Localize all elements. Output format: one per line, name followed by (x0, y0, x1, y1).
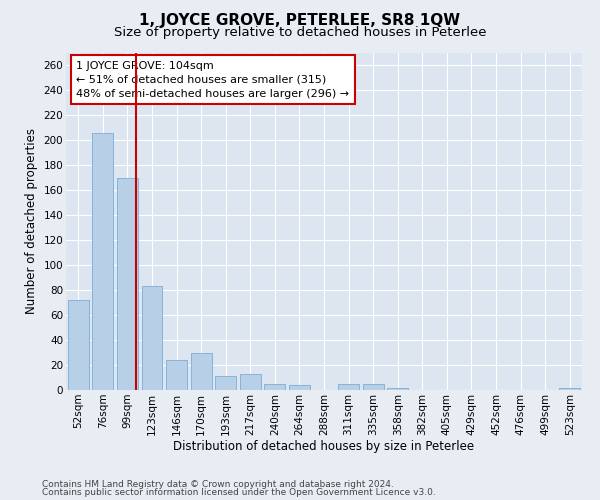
Bar (166, 360, 187, 390)
Bar (387, 388, 408, 390)
Text: Contains public sector information licensed under the Open Government Licence v3: Contains public sector information licen… (42, 488, 436, 497)
Bar (240, 374, 261, 390)
Bar (215, 376, 236, 390)
Text: 1 JOYCE GROVE: 104sqm
← 51% of detached houses are smaller (315)
48% of semi-det: 1 JOYCE GROVE: 104sqm ← 51% of detached … (76, 61, 349, 99)
Bar (338, 384, 359, 390)
Text: Contains HM Land Registry data © Crown copyright and database right 2024.: Contains HM Land Registry data © Crown c… (42, 480, 394, 489)
Bar (68, 300, 89, 390)
Bar (265, 384, 286, 390)
Bar (362, 384, 383, 390)
Bar (289, 385, 310, 390)
Bar (142, 286, 163, 390)
Text: 1, JOYCE GROVE, PETERLEE, SR8 1QW: 1, JOYCE GROVE, PETERLEE, SR8 1QW (139, 12, 461, 28)
Bar (559, 388, 580, 390)
Bar (92, 132, 113, 390)
Y-axis label: Number of detached properties: Number of detached properties (25, 128, 38, 314)
X-axis label: Distribution of detached houses by size in Peterlee: Distribution of detached houses by size … (173, 440, 475, 454)
Text: Size of property relative to detached houses in Peterlee: Size of property relative to detached ho… (114, 26, 486, 39)
Bar (117, 178, 138, 390)
Bar (191, 352, 212, 390)
